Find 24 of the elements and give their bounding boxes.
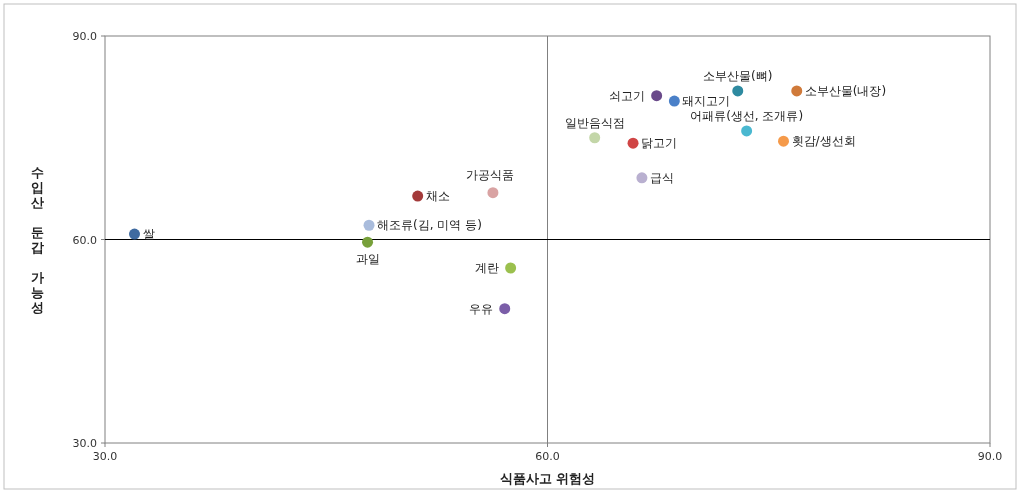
series-label: 닭고기 xyxy=(641,136,678,151)
series-label: 해조류(김, 미역 등) xyxy=(377,218,482,233)
series-label: 횟감/생선회 xyxy=(791,134,856,149)
series-label: 일반음식점 xyxy=(564,115,625,130)
y-axis-title: 수입산 둔갑 가능성 xyxy=(30,165,44,315)
series-label: 돼지고기 xyxy=(682,94,731,109)
series-label: 쇠고기 xyxy=(608,88,645,103)
series-label: 급식 xyxy=(649,170,674,185)
series-label: 채소 xyxy=(425,189,450,204)
series-label: 과일 xyxy=(355,252,380,267)
series-label: 계란 xyxy=(474,260,499,275)
series-label: 소부산물(내장) xyxy=(804,83,887,98)
y-tick-label: 90.0 xyxy=(72,30,97,43)
series-label: 어패류(생선, 조개류) xyxy=(690,108,804,123)
y-tick-label: 30.0 xyxy=(72,437,97,450)
x-axis-title: 식품사고 위험성 xyxy=(499,471,596,486)
series-label: 소부산물(뼈) xyxy=(703,68,773,83)
x-tick-label: 60.0 xyxy=(535,450,560,463)
y-tick-label: 60.0 xyxy=(72,233,97,247)
x-tick-label: 30.0 xyxy=(92,450,118,463)
series-label: 우유 xyxy=(468,301,493,316)
series-label: 가공식품 xyxy=(465,167,514,182)
series-label: 쌀 xyxy=(142,227,155,242)
x-tick-label: 90.0 xyxy=(977,450,1003,463)
